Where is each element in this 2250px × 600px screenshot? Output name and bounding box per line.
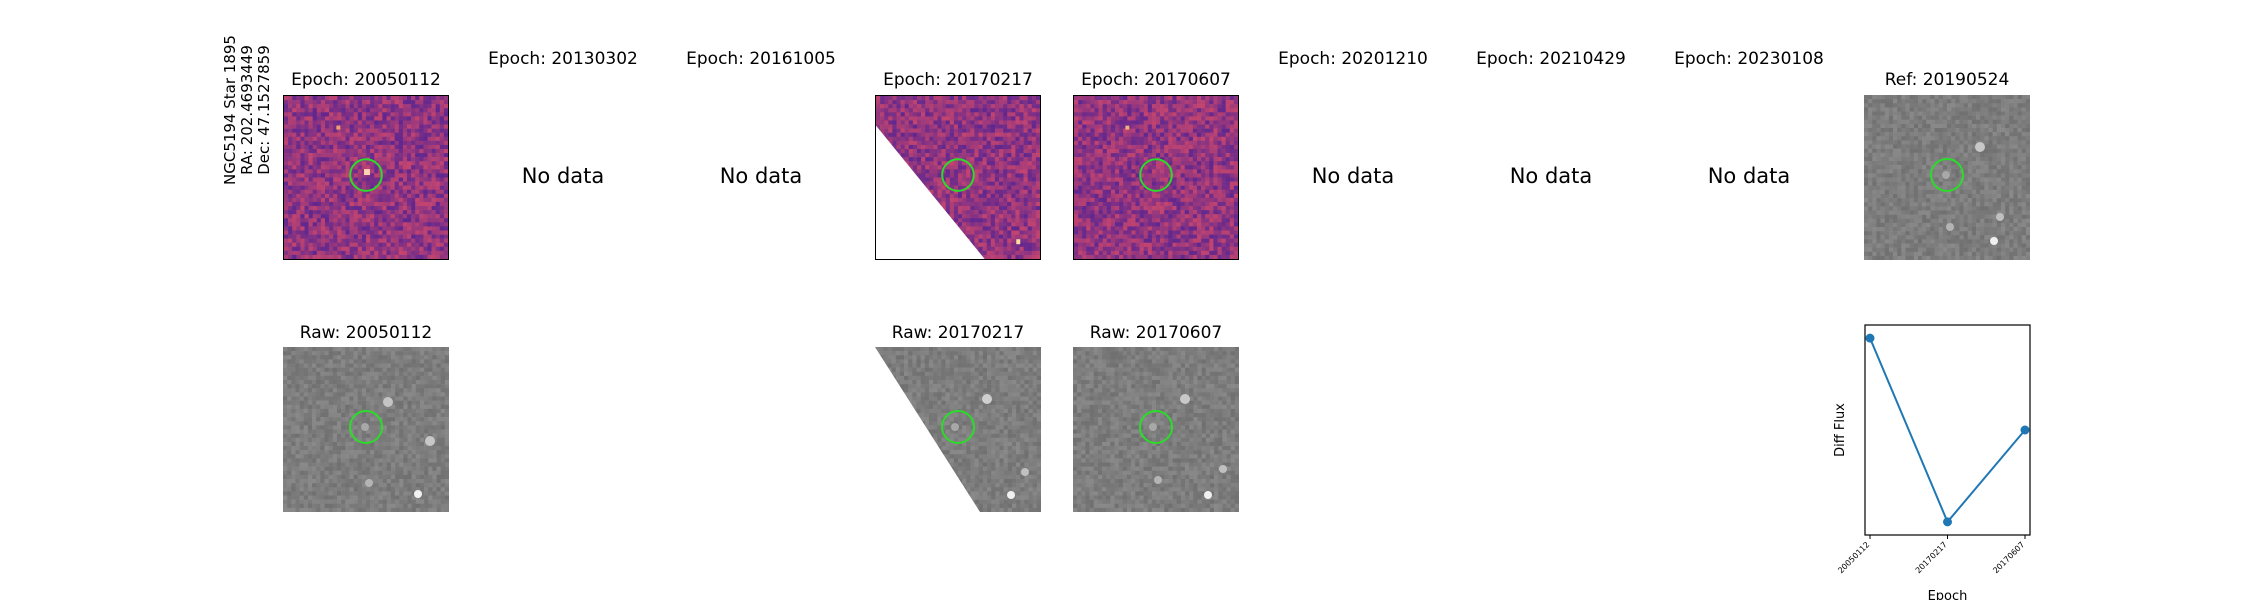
raw-image-20170217 xyxy=(875,347,1041,512)
x-axis-label: Epoch xyxy=(1928,589,1968,600)
no-coverage-area xyxy=(876,125,985,259)
target-circle xyxy=(349,158,383,192)
target-info-label: NGC5194 Star 1895 RA: 202.4693449 Dec: 4… xyxy=(221,30,273,190)
x-tick-label: 20050112 xyxy=(1836,540,1871,575)
epoch-title-7: Epoch: 20210429 xyxy=(1476,49,1626,69)
target-circle xyxy=(941,158,975,192)
epoch-title-3: Epoch: 20161005 xyxy=(686,49,836,69)
target-dec: Dec: 47.1527859 xyxy=(255,45,273,175)
diff-image-20050112 xyxy=(283,95,449,260)
y-axis-label: Diff Flux xyxy=(1833,403,1848,457)
diff-image-svg xyxy=(1074,96,1238,259)
target-circle xyxy=(1139,158,1173,192)
source-pixel xyxy=(1125,125,1130,130)
raw-title-20170217: Raw: 20170217 xyxy=(891,323,1025,343)
raw-image-svg xyxy=(875,347,1041,512)
diff-image-20170217 xyxy=(875,95,1041,260)
reference-title: Ref: 20190524 xyxy=(1884,70,2010,90)
epoch-title-8: Epoch: 20230108 xyxy=(1674,49,1824,69)
no-data-20161005: No data xyxy=(719,164,803,188)
no-data-20130302: No data xyxy=(521,164,605,188)
target-circle xyxy=(1139,410,1173,444)
x-tick-label: 20170607 xyxy=(1991,540,2026,575)
diff-image-20170607 xyxy=(1073,95,1239,260)
epoch-title-4: Epoch: 20170217 xyxy=(883,70,1033,90)
x-tick-label: 20170217 xyxy=(1914,540,1949,575)
plot-frame xyxy=(1864,324,2031,536)
target-circle xyxy=(349,410,383,444)
raw-image-svg xyxy=(283,347,449,512)
diff-image-svg xyxy=(284,96,448,259)
target-circle xyxy=(1930,158,1964,192)
target-ra: RA: 202.4693449 xyxy=(238,45,256,175)
epoch-title-5: Epoch: 20170607 xyxy=(1081,70,1231,90)
data-point xyxy=(1943,517,1952,527)
data-point xyxy=(1865,333,1875,343)
source-pixel xyxy=(364,169,370,176)
epoch-title-1: Epoch: 20050112 xyxy=(291,70,441,90)
target-circle xyxy=(941,410,975,444)
no-coverage-area xyxy=(875,347,980,512)
epoch-title-6: Epoch: 20201210 xyxy=(1278,49,1428,69)
target-name: NGC5194 Star 1895 xyxy=(221,35,239,185)
no-data-20230108: No data xyxy=(1707,164,1791,188)
series-line xyxy=(1869,337,2026,524)
raw-image-20170607 xyxy=(1073,347,1239,512)
source-pixel xyxy=(1016,239,1021,245)
epoch-title-2: Epoch: 20130302 xyxy=(488,49,638,69)
raw-image-20050112 xyxy=(283,347,449,512)
source-pixel xyxy=(336,125,341,130)
diff-image-svg xyxy=(876,96,1040,259)
raw-title-20170607: Raw: 20170607 xyxy=(1089,323,1223,343)
raw-title-20050112: Raw: 20050112 xyxy=(299,323,433,343)
diff-flux-light-curve: 20050112 20170217 20170607 Epoch Diff Flux xyxy=(1833,324,2031,600)
data-point xyxy=(2020,425,2030,435)
raw-image-svg xyxy=(1073,347,1239,512)
reference-image xyxy=(1864,95,2030,260)
no-data-20201210: No data xyxy=(1311,164,1395,188)
reference-image-svg xyxy=(1864,95,2030,260)
no-data-20210429: No data xyxy=(1509,164,1593,188)
